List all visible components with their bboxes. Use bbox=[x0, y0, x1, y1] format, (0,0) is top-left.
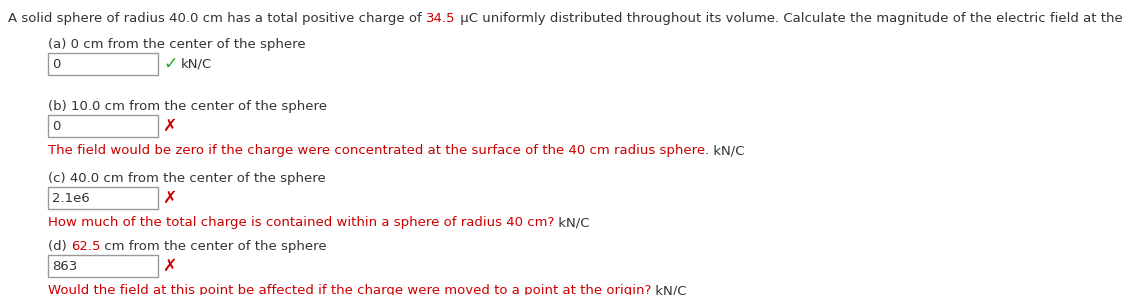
Bar bbox=[48, 187, 158, 209]
Bar bbox=[48, 53, 158, 75]
Text: 2.1e6: 2.1e6 bbox=[52, 191, 90, 204]
Text: (c) 40.0 cm from the center of the sphere: (c) 40.0 cm from the center of the spher… bbox=[48, 172, 326, 185]
Text: μC uniformly distributed throughout its volume. Calculate the magnitude of the e: μC uniformly distributed throughout its … bbox=[456, 12, 1123, 25]
Text: cm from the center of the sphere: cm from the center of the sphere bbox=[100, 240, 327, 253]
Bar bbox=[48, 255, 158, 277]
Text: kN/C: kN/C bbox=[651, 284, 687, 295]
Text: ✓: ✓ bbox=[163, 55, 177, 73]
Text: kN/C: kN/C bbox=[181, 58, 212, 71]
Text: (b) 10.0 cm from the center of the sphere: (b) 10.0 cm from the center of the spher… bbox=[48, 100, 327, 113]
Text: ✗: ✗ bbox=[163, 189, 177, 207]
Bar bbox=[48, 115, 158, 137]
Text: 863: 863 bbox=[52, 260, 77, 273]
Text: ✗: ✗ bbox=[163, 117, 177, 135]
Text: The field would be zero if the charge were concentrated at the surface of the 40: The field would be zero if the charge we… bbox=[48, 144, 710, 157]
Text: (d): (d) bbox=[48, 240, 71, 253]
Text: 34.5: 34.5 bbox=[426, 12, 456, 25]
Text: kN/C: kN/C bbox=[555, 216, 590, 229]
Text: 0: 0 bbox=[52, 58, 61, 71]
Text: A solid sphere of radius 40.0 cm has a total positive charge of: A solid sphere of radius 40.0 cm has a t… bbox=[8, 12, 426, 25]
Text: kN/C: kN/C bbox=[710, 144, 745, 157]
Text: (a) 0 cm from the center of the sphere: (a) 0 cm from the center of the sphere bbox=[48, 38, 305, 51]
Text: ✗: ✗ bbox=[163, 257, 177, 275]
Text: 0: 0 bbox=[52, 119, 61, 132]
Text: Would the field at this point be affected if the charge were moved to a point at: Would the field at this point be affecte… bbox=[48, 284, 651, 295]
Text: 62.5: 62.5 bbox=[71, 240, 100, 253]
Text: How much of the total charge is contained within a sphere of radius 40 cm?: How much of the total charge is containe… bbox=[48, 216, 555, 229]
